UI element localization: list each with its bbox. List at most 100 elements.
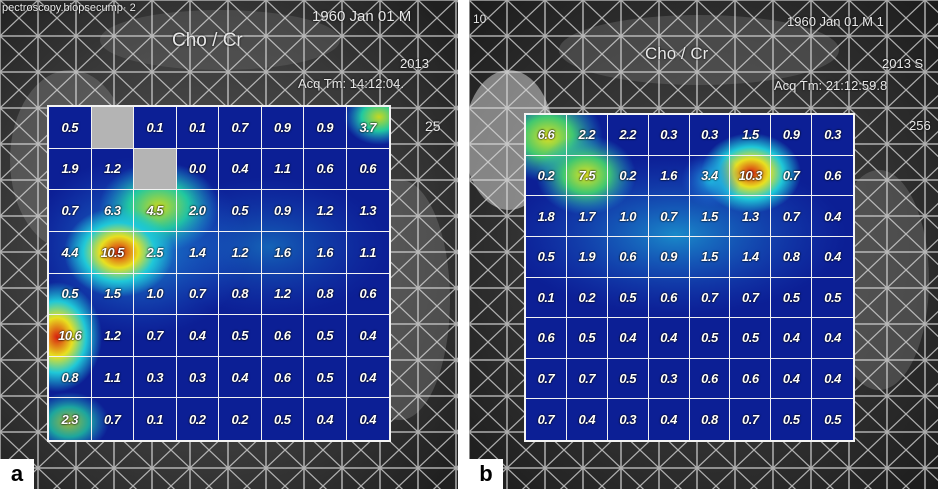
voxel-cell: 2.2 (607, 115, 649, 156)
voxel-cell: 0.5 (526, 236, 567, 278)
voxel-cell: 0.7 (526, 399, 567, 440)
voxel-cell: 0.7 (219, 107, 262, 149)
voxel-cell: 0.4 (346, 315, 389, 357)
voxel-cell: 0.5 (219, 190, 262, 232)
voxel-cell: 0.6 (261, 315, 304, 357)
voxel-cell: 1.8 (526, 196, 567, 237)
voxel-cell: 6.3 (91, 190, 134, 232)
header-left-text: pectroscopy.biopsecump· 2 (2, 2, 136, 14)
voxel-cell: 1.9 (566, 236, 608, 278)
voxel-cell: 1.6 (304, 231, 347, 274)
voxel-cell: 0.2 (607, 155, 649, 197)
voxel-cell: 1.5 (689, 196, 731, 237)
voxel-cell: 1.6 (648, 155, 690, 197)
voxel-cell: 0.9 (261, 107, 304, 149)
header-year: 2013 (400, 56, 429, 71)
voxel-cell: 0.5 (824, 412, 841, 428)
voxel-cell: 0.6 (689, 358, 731, 400)
voxel-cell: 0.6 (261, 356, 304, 399)
voxel-cell: 0.7 (176, 273, 219, 316)
voxel-cell: 0.8 (219, 273, 262, 316)
voxel-cell: 0.7 (689, 277, 731, 319)
voxel-cell: 0.9 (304, 107, 347, 149)
voxel-cell: 0.5 (566, 318, 608, 359)
voxel-cell: 1.4 (730, 236, 772, 278)
voxel-cell: 1.3 (346, 190, 389, 232)
header-left-text: 10 (473, 12, 487, 26)
voxel-cell: 0.3 (134, 356, 177, 399)
voxel-cell: 0.4 (219, 356, 262, 399)
voxel-cell: 0.5 (304, 315, 347, 357)
voxel-cell: 2.2 (566, 115, 608, 156)
voxel-grid: 0.5 0.1 0.1 0.7 0.9 0.9 3.7 1.9 1.2 0.0 0.4 1.1 0.6 0… (49, 107, 389, 440)
voxel-cell: 0.1 (176, 107, 219, 149)
voxel-cell: 0.4 (219, 148, 262, 191)
voxel-cell: 0.9 (261, 190, 304, 232)
acquisition-time: Acq Tm: 14:12:04. (298, 76, 404, 91)
voxel-cell: 0.4 (812, 359, 853, 400)
voxel-cell: 1.7 (566, 196, 608, 237)
voxel-cell: 0.2 (219, 398, 262, 440)
spectroscopy-voxel-map: 0.5 0.1 0.1 0.7 0.9 0.9 3.7 1.9 1.2 0.0 0.4 1.1 0.6 0… (47, 105, 391, 442)
voxel-cell: 0.2 (526, 155, 567, 197)
voxel-cell: 0.2 (566, 277, 608, 319)
voxel-cell: 0.6 (346, 274, 389, 316)
voxel-cell: 0.2 (177, 398, 219, 440)
voxel-cell: 1.2 (261, 273, 304, 316)
voxel-cell: 0.4 (812, 196, 853, 237)
voxel-cell: 1.0 (607, 196, 649, 237)
voxel-cell: 4.4 (49, 231, 92, 274)
panel-label: b (469, 459, 503, 489)
mrsi-panel-b: 10 Cho / Cr 1960 Jan 01 M 1 2013 S Acq T… (469, 0, 938, 489)
voxel-cell: 0.7 (648, 196, 690, 237)
voxel-cell: 0.7 (526, 358, 567, 400)
voxel-cell: 1.5 (689, 236, 731, 278)
voxel-cell: 0.4 (771, 358, 813, 400)
voxel-cell: 0.3 (812, 115, 853, 156)
voxel-cell: 0.5 (49, 107, 92, 149)
voxel-cell: 0.5 (689, 318, 731, 359)
voxel-cell: 1.2 (219, 231, 262, 274)
voxel-cell: 0.5 (607, 358, 649, 400)
voxel-cell: 0.1 (526, 277, 567, 319)
voxel-cell: 3.7 (346, 107, 389, 149)
voxel-cell: 0.7 (771, 155, 813, 197)
voxel-cell: 0.3 (689, 115, 731, 156)
voxel-cell: 0.8 (304, 273, 347, 316)
voxel-cell: 0.7 (566, 358, 608, 400)
voxel-cell: 0.6 (812, 156, 853, 197)
heatmap-overlay (526, 115, 853, 440)
voxel-cell: 0.6 (526, 318, 567, 359)
voxel-cell: 0.5 (304, 356, 347, 399)
mrsi-panel-a: pectroscopy.biopsecump· 2 Cho / Cr 1960 … (0, 0, 458, 489)
voxel-cell: 0.3 (608, 399, 649, 440)
voxel-cell: 0.5 (262, 398, 304, 440)
voxel-cell: 0.6 (304, 148, 347, 191)
voxel-cell: 10.5 (91, 231, 134, 274)
voxel-cell: 2.3 (49, 398, 92, 440)
voxel-cell: 0.4 (649, 399, 690, 440)
voxel-cell: 0.7 (49, 190, 92, 232)
voxel-cell: 1.6 (261, 231, 304, 274)
voxel-cell: 0.5 (771, 399, 813, 440)
voxel-cell: 1.9 (49, 148, 92, 191)
header-date: 1960 Jan 01 M 1 (787, 14, 884, 29)
voxel-cell: 1.1 (346, 232, 389, 274)
voxel-cell: 0.7 (771, 196, 813, 237)
voxel-cell (134, 148, 177, 191)
voxel-cell: 0.1 (134, 398, 177, 440)
voxel-cell: 0.7 (730, 399, 772, 440)
voxel-cell: 10.3 (730, 155, 772, 197)
voxel-cell: 0.6 (607, 236, 649, 278)
voxel-cell: 0.1 (134, 107, 177, 149)
voxel-cell: 0.4 (567, 399, 608, 440)
voxel-cell: 0.9 (648, 236, 690, 278)
voxel-cell: 10.6 (49, 315, 92, 357)
voxel-cell: 0.4 (346, 357, 389, 399)
voxel-cell: 0.4 (176, 315, 219, 357)
metabolite-ratio-label: Cho / Cr (645, 44, 709, 63)
voxel-cell: 0.8 (690, 399, 731, 440)
voxel-cell: 1.4 (176, 231, 219, 274)
voxel-cell: 3.4 (689, 155, 731, 197)
voxel-cell: 0.4 (304, 398, 347, 440)
